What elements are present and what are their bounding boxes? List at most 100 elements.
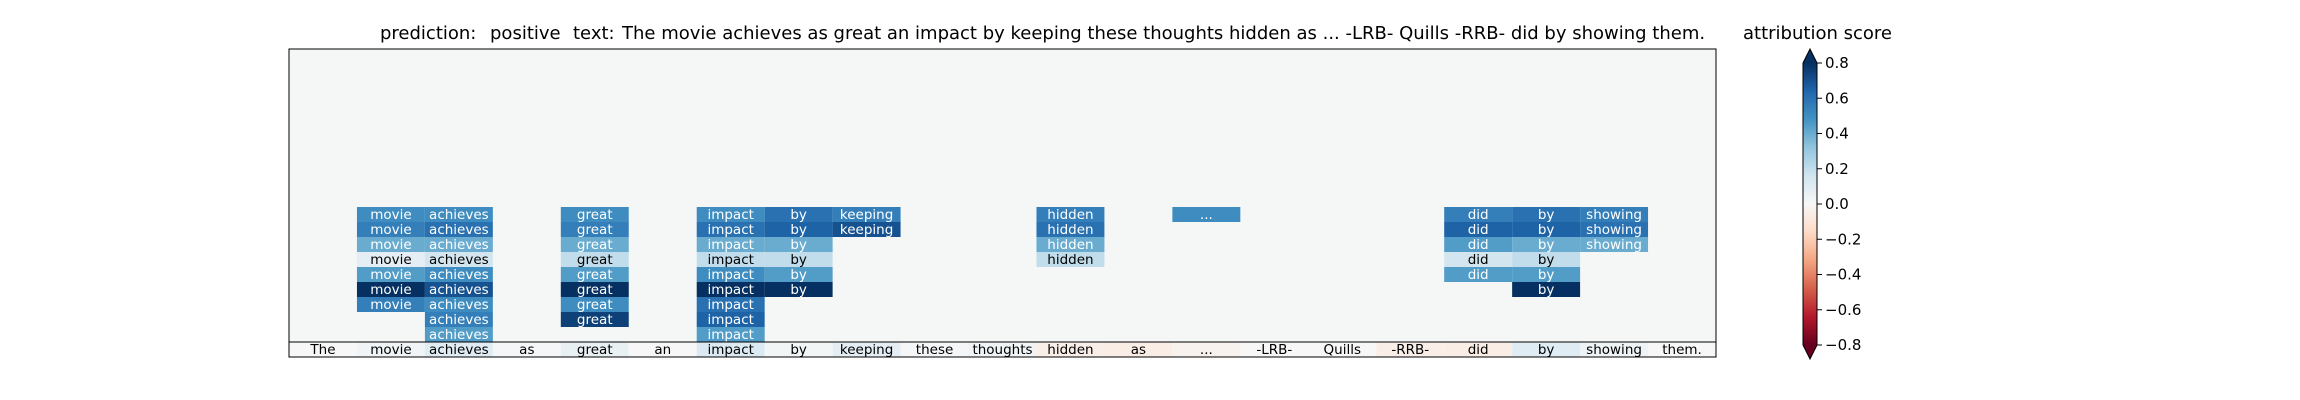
colorbar-tick-label: 0.4	[1825, 125, 1849, 143]
attribution-cell	[1512, 282, 1581, 297]
token-cell	[764, 342, 833, 357]
attribution-cell-label: achieves	[429, 312, 489, 328]
attribution-cell-label: great	[577, 222, 613, 238]
token-cell	[1376, 342, 1445, 357]
attribution-cell	[424, 312, 493, 327]
attribution-cell-label: showing	[1586, 222, 1642, 238]
attribution-cell-label: achieves	[429, 252, 489, 268]
attribution-cell-label: movie	[370, 282, 411, 298]
token-label: as	[519, 342, 534, 358]
attribution-cell-label: movie	[370, 252, 411, 268]
attribution-cell	[764, 252, 833, 267]
attribution-cell-label: did	[1468, 207, 1489, 223]
attribution-cell	[424, 222, 493, 237]
attribution-cell	[696, 207, 765, 222]
attribution-cell-label: impact	[707, 222, 753, 238]
token-cell	[492, 342, 561, 357]
token-strip: The movie achieves as great an impact by keeping…	[289, 342, 1716, 358]
attribution-cell	[424, 252, 493, 267]
token-cell	[832, 342, 901, 357]
token-label: thoughts	[972, 342, 1032, 358]
attribution-cell-label: by	[1538, 267, 1555, 283]
attribution-cell-label: achieves	[429, 207, 489, 223]
attribution-cell-label: great	[577, 207, 613, 223]
attribution-cell	[560, 267, 629, 282]
attribution-cell	[560, 282, 629, 297]
attribution-cell	[696, 222, 765, 237]
attribution-cell	[1444, 252, 1513, 267]
attribution-cell	[1580, 207, 1649, 222]
attribution-cell	[1036, 252, 1105, 267]
attribution-cell	[1580, 222, 1649, 237]
prediction-value: positive	[490, 23, 561, 44]
attribution-cell-label: hidden	[1047, 207, 1093, 223]
token-cell	[560, 342, 629, 357]
token-cell	[1444, 342, 1513, 357]
text-label: text:	[573, 23, 615, 44]
attribution-cell	[560, 252, 629, 267]
attribution-cell-label: impact	[707, 252, 753, 268]
attribution-cell	[832, 207, 901, 222]
attribution-cell-label: great	[577, 297, 613, 313]
attribution-cell	[560, 237, 629, 252]
token-cell	[968, 342, 1037, 357]
attribution-cell-label: movie	[370, 222, 411, 238]
colorbar-tick-label: −0.2	[1825, 230, 1861, 248]
attribution-cell-label: impact	[707, 297, 753, 313]
attribution-cell	[424, 282, 493, 297]
token-cell	[696, 342, 765, 357]
attribution-cell-label: ...	[1200, 207, 1213, 223]
colorbar-tick-label: 0.0	[1825, 195, 1849, 213]
attribution-cell-label: by	[790, 222, 807, 238]
colorbar-tick-label: −0.4	[1825, 266, 1861, 284]
attribution-cell-label: achieves	[429, 222, 489, 238]
attribution-cell	[1512, 237, 1581, 252]
attribution-cell	[1172, 207, 1241, 222]
attribution-cell-label: achieves	[429, 267, 489, 283]
attribution-cell	[356, 237, 425, 252]
attribution-cells: movie achieves great impact by keeping hidden.…	[356, 207, 1649, 343]
attribution-cell-label: by	[790, 267, 807, 283]
colorbar-tick-label: −0.8	[1825, 336, 1861, 354]
attribution-cell-label: great	[577, 312, 613, 328]
attribution-cell-label: great	[577, 237, 613, 253]
attribution-cell	[764, 237, 833, 252]
token-label: by	[1538, 342, 1555, 358]
attribution-cell-label: impact	[707, 327, 753, 343]
token-cell	[900, 342, 969, 357]
attribution-cell	[424, 237, 493, 252]
attribution-cell	[560, 297, 629, 312]
attribution-cell-label: achieves	[429, 297, 489, 313]
token-cell	[628, 342, 697, 357]
colorbar-title: attribution score	[1743, 23, 1892, 44]
attribution-cell	[560, 222, 629, 237]
token-label: keeping	[840, 342, 893, 358]
token-cell	[1240, 342, 1309, 357]
token-label: movie	[370, 342, 411, 358]
attribution-cell-label: achieves	[429, 327, 489, 343]
attribution-cell	[356, 252, 425, 267]
attribution-cell	[696, 282, 765, 297]
attribution-cell	[832, 222, 901, 237]
attribution-cell-label: movie	[370, 297, 411, 313]
attribution-cell	[1444, 207, 1513, 222]
token-cell	[289, 342, 357, 357]
token-label: -LRB-	[1256, 342, 1292, 358]
token-label: -RRB-	[1391, 342, 1429, 358]
attribution-cell	[356, 297, 425, 312]
attribution-cell-label: impact	[707, 312, 753, 328]
attribution-cell-label: movie	[370, 267, 411, 283]
token-label: by	[790, 342, 807, 358]
attribution-cell-label: keeping	[840, 207, 893, 223]
attribution-cell-label: did	[1468, 267, 1489, 283]
attribution-cell-label: hidden	[1047, 222, 1093, 238]
token-cell	[1104, 342, 1173, 357]
attribution-cell	[424, 267, 493, 282]
attribution-cell	[696, 252, 765, 267]
attribution-cell-label: achieves	[429, 282, 489, 298]
colorbar-extend-low	[1803, 345, 1817, 359]
attribution-cell	[764, 282, 833, 297]
colorbar-tick-label: 0.6	[1825, 89, 1849, 107]
attribution-cell-label: great	[577, 252, 613, 268]
